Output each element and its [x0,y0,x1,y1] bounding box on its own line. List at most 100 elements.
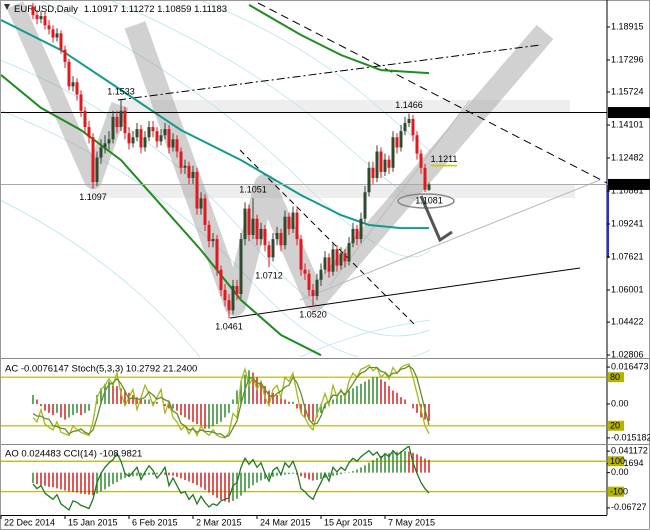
histogram-bar [68,403,70,418]
candle-body [323,257,327,270]
y-tick-label: 1.18915 [611,21,644,31]
level-label-box [608,420,624,431]
histogram-bar [84,472,86,495]
y-tick-label: -0.06727 [611,502,647,512]
candle-body [71,82,75,87]
candle-body [155,131,159,142]
trend-line [239,149,416,326]
histogram-bar [264,472,266,479]
histogram-bar [80,403,82,416]
y-tick-label: 1.10861 [611,185,644,195]
histogram-bar [84,403,86,413]
histogram-bar [112,383,114,404]
candle-body [227,300,231,311]
histogram-bar [104,472,106,490]
plot-area [1,2,607,357]
y-tick-label: 1.02806 [611,349,644,359]
histogram-bar [236,390,238,404]
histogram-bar [132,472,134,477]
x-tick-label: 6 Feb 2015 [132,517,178,527]
candle-body [355,228,359,240]
histogram-bar [372,460,374,473]
candle-body [399,131,403,148]
chart-title: EURUSD,Daily 1.10917 1.11272 1.10859 1.11… [14,4,227,15]
histogram-bar [140,472,142,476]
candle-body [367,167,371,193]
histogram-bar [72,403,74,416]
candle-body [279,232,283,246]
candle-body [87,127,91,138]
annotation: 1.1466 [395,100,423,110]
histogram-bar [80,472,82,494]
histogram-bar [48,472,50,487]
histogram-bar [328,472,330,477]
candle-body [315,279,319,297]
histogram-bar [292,472,294,474]
histogram-bar [304,403,306,418]
histogram-bar [380,455,382,473]
candle-body [303,269,307,274]
moving-average [248,4,430,75]
histogram-bar [240,381,242,404]
moving-average [1,74,322,357]
candle-body [371,167,375,178]
histogram-bar [156,472,158,475]
histogram-bar [360,467,362,473]
candle-body [171,139,175,148]
histogram-bar [188,472,190,482]
histogram-bar [360,383,362,404]
histogram-bar [336,397,338,404]
candle-body [39,16,43,20]
histogram-bar [252,372,254,404]
histogram-bar [164,472,166,475]
histogram-bar [40,472,42,486]
candle-body [111,116,115,140]
candle-body [63,49,67,62]
histogram-bar [112,472,114,485]
candle-body [351,228,355,244]
trend-line [257,2,607,184]
candle-body [203,198,207,225]
y-tick-label: 0.016473 [611,361,649,371]
candle-body [271,239,275,258]
candle-body [287,216,291,229]
candle-body [47,25,51,30]
histogram-bar [252,472,254,486]
histogram-bar [76,403,78,413]
histogram-bar [44,472,46,486]
y2-tick-label: 80 [610,372,620,382]
symbol: EURUSD,Daily [14,4,78,15]
histogram-bar [428,459,430,473]
histogram-bar [220,472,222,500]
y-tick-label: 1.04422 [611,317,644,327]
histogram-bar [192,472,194,484]
trend-line [117,44,541,101]
indicator-area [1,446,607,512]
histogram-bar [200,472,202,488]
hline-label: 1.14714 [611,107,644,117]
histogram-bar [404,399,406,404]
histogram-bar [392,452,394,473]
candle-body [359,218,363,240]
indicator-line [32,446,430,512]
annotation: 1.1081 [415,195,443,205]
histogram-bar [336,472,338,476]
indicator-line [32,365,430,438]
histogram-bar [308,472,310,480]
histogram-bar [304,472,306,478]
candle-body [339,253,343,266]
histogram-bar [312,403,314,422]
histogram-bar [340,472,342,475]
histogram-bar [412,403,414,409]
candle-body [343,253,347,262]
candle-body [159,135,163,142]
histogram-bar [356,386,358,404]
y2-tick-label: 100 [610,456,625,466]
candle-body [383,159,387,172]
candle-body [91,137,95,183]
histogram-bar [148,472,150,475]
histogram-bar [296,403,298,409]
candle-body [311,289,315,297]
candle-body [375,151,379,178]
